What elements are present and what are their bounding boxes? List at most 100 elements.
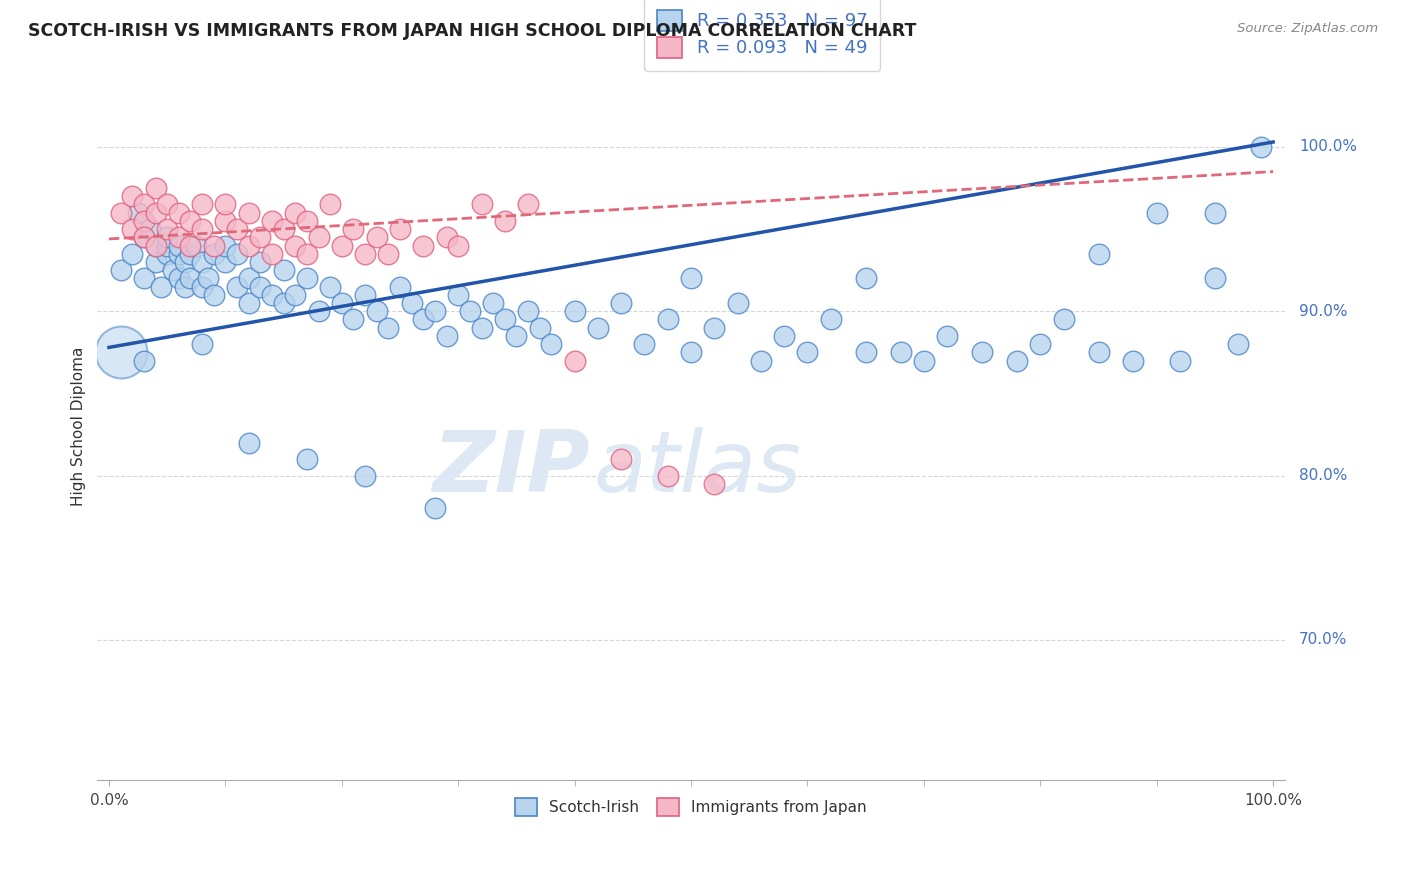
Point xyxy=(727,296,749,310)
Point xyxy=(156,246,179,260)
Point xyxy=(1005,353,1028,368)
Point xyxy=(1052,312,1074,326)
Point xyxy=(238,271,260,285)
Point xyxy=(377,320,399,334)
Point xyxy=(202,288,225,302)
Point xyxy=(273,222,295,236)
Point xyxy=(162,263,184,277)
Point xyxy=(1168,353,1191,368)
Point xyxy=(1087,345,1109,359)
Point xyxy=(191,337,214,351)
Point xyxy=(167,271,190,285)
Point xyxy=(389,222,412,236)
Text: 80.0%: 80.0% xyxy=(1299,468,1347,483)
Point xyxy=(295,452,318,467)
Point xyxy=(423,304,446,318)
Point xyxy=(494,214,516,228)
Point xyxy=(912,353,935,368)
Point xyxy=(389,279,412,293)
Point xyxy=(110,205,132,219)
Point xyxy=(890,345,912,359)
Point xyxy=(610,296,633,310)
Point xyxy=(540,337,562,351)
Point xyxy=(1227,337,1250,351)
Point xyxy=(319,197,342,211)
Point xyxy=(145,205,167,219)
Point xyxy=(186,238,208,252)
Point xyxy=(749,353,772,368)
Point xyxy=(214,255,236,269)
Point xyxy=(447,238,470,252)
Point xyxy=(202,246,225,260)
Point xyxy=(517,197,540,211)
Point xyxy=(936,329,959,343)
Point xyxy=(226,279,249,293)
Point xyxy=(150,279,173,293)
Point xyxy=(1250,140,1272,154)
Text: 70.0%: 70.0% xyxy=(1299,632,1347,648)
Legend: Scotch-Irish, Immigrants from Japan: Scotch-Irish, Immigrants from Japan xyxy=(506,789,876,825)
Point xyxy=(354,468,377,483)
Point xyxy=(127,205,149,219)
Point xyxy=(586,320,609,334)
Point xyxy=(260,214,283,228)
Point xyxy=(796,345,818,359)
Point xyxy=(633,337,655,351)
Point xyxy=(167,238,190,252)
Point xyxy=(366,304,388,318)
Point xyxy=(401,296,423,310)
Point xyxy=(436,230,458,244)
Point xyxy=(1122,353,1144,368)
Point xyxy=(820,312,842,326)
Point xyxy=(179,214,201,228)
Point xyxy=(412,238,434,252)
Point xyxy=(156,197,179,211)
Point xyxy=(482,296,505,310)
Point xyxy=(121,222,143,236)
Point xyxy=(167,230,190,244)
Point xyxy=(295,214,318,228)
Point xyxy=(1204,271,1226,285)
Point xyxy=(132,230,155,244)
Point xyxy=(214,238,236,252)
Point xyxy=(173,279,195,293)
Point xyxy=(167,205,190,219)
Point xyxy=(260,246,283,260)
Point xyxy=(249,255,271,269)
Point xyxy=(505,329,527,343)
Point xyxy=(273,296,295,310)
Point xyxy=(191,197,214,211)
Text: SCOTCH-IRISH VS IMMIGRANTS FROM JAPAN HIGH SCHOOL DIPLOMA CORRELATION CHART: SCOTCH-IRISH VS IMMIGRANTS FROM JAPAN HI… xyxy=(28,22,917,40)
Point xyxy=(412,312,434,326)
Point xyxy=(1204,205,1226,219)
Point xyxy=(167,246,190,260)
Point xyxy=(214,214,236,228)
Point xyxy=(249,279,271,293)
Point xyxy=(295,246,318,260)
Text: 100.0%: 100.0% xyxy=(1299,139,1357,154)
Point xyxy=(121,189,143,203)
Text: Source: ZipAtlas.com: Source: ZipAtlas.com xyxy=(1237,22,1378,36)
Text: ZIP: ZIP xyxy=(433,427,591,510)
Point xyxy=(226,222,249,236)
Point xyxy=(132,353,155,368)
Point xyxy=(319,279,342,293)
Point xyxy=(202,238,225,252)
Point xyxy=(191,222,214,236)
Point xyxy=(855,271,877,285)
Point xyxy=(179,271,201,285)
Point xyxy=(354,288,377,302)
Point xyxy=(494,312,516,326)
Point xyxy=(308,304,330,318)
Point xyxy=(366,230,388,244)
Point xyxy=(273,263,295,277)
Point xyxy=(529,320,551,334)
Point xyxy=(284,238,307,252)
Point xyxy=(423,501,446,516)
Point xyxy=(156,238,179,252)
Point xyxy=(1087,246,1109,260)
Y-axis label: High School Diploma: High School Diploma xyxy=(72,347,86,506)
Point xyxy=(156,230,179,244)
Point xyxy=(260,288,283,302)
Point xyxy=(284,288,307,302)
